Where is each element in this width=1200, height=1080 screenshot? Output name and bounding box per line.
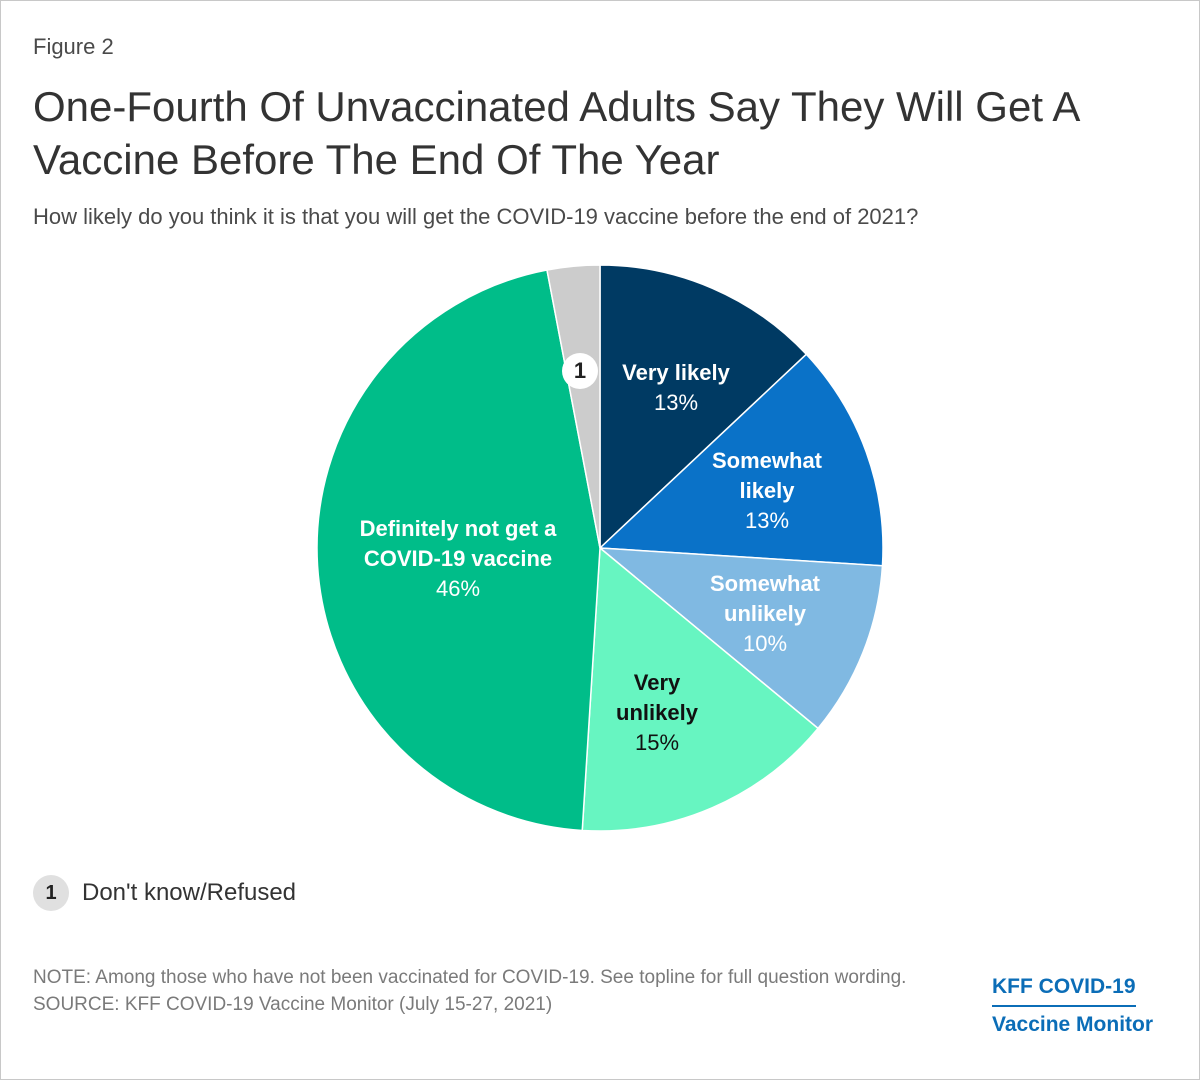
pie-slice-very-likely	[599, 264, 808, 550]
chart-subtitle: How likely do you think it is that you w…	[33, 204, 919, 229]
pie-slice-somewhat-likely	[598, 353, 884, 567]
pie-slice-somewhat-unlikely	[597, 547, 884, 730]
slice-category-label: Somewhat	[712, 448, 823, 473]
slice-badge-circle	[562, 353, 598, 389]
brand-line2: Vaccine Monitor	[992, 1013, 1154, 1036]
slice-value-label: 10%	[743, 631, 787, 656]
slice-badge-label: 1	[574, 358, 586, 383]
pie-slice-don-t-know-refused	[546, 264, 601, 549]
chart-title: One-Fourth Of Unvaccinated Adults Say Th…	[33, 83, 1079, 183]
figure-label: Figure 2	[33, 34, 114, 59]
pie-slice-very-unlikely	[581, 546, 820, 832]
legend-label: Don't know/Refused	[82, 879, 297, 906]
slice-category-label: Very	[634, 670, 681, 695]
slice-category-label: Definitely not get a	[360, 516, 558, 541]
slice-value-label: 13%	[654, 390, 698, 415]
brand-logo: KFF COVID-19 Vaccine Monitor	[992, 972, 1153, 1040]
slice-category-label: Somewhat	[710, 571, 821, 596]
chart-notes: NOTE: Among those who have not been vacc…	[33, 964, 963, 1018]
slice-category-label: likely	[739, 478, 795, 503]
slice-category-label: unlikely	[724, 601, 807, 626]
brand-line1: KFF COVID-19	[992, 972, 1136, 1007]
slice-value-label: 46%	[436, 576, 480, 601]
note-text: NOTE: Among those who have not been vacc…	[33, 967, 907, 988]
slice-value-label: 15%	[635, 730, 679, 755]
slice-category-label: COVID-19 vaccine	[364, 546, 552, 571]
source-text: SOURCE: KFF COVID-19 Vaccine Monitor (Ju…	[33, 994, 553, 1015]
legend-badge: 1	[33, 875, 69, 911]
slice-value-label: 13%	[745, 508, 789, 533]
slice-category-label: Very likely	[622, 360, 730, 385]
footnote-legend: 1 Don't know/Refused	[33, 875, 296, 911]
pie-slice-definitely-not-get-a-covid-19-vaccine	[316, 269, 601, 832]
slice-category-label: unlikely	[616, 700, 699, 725]
